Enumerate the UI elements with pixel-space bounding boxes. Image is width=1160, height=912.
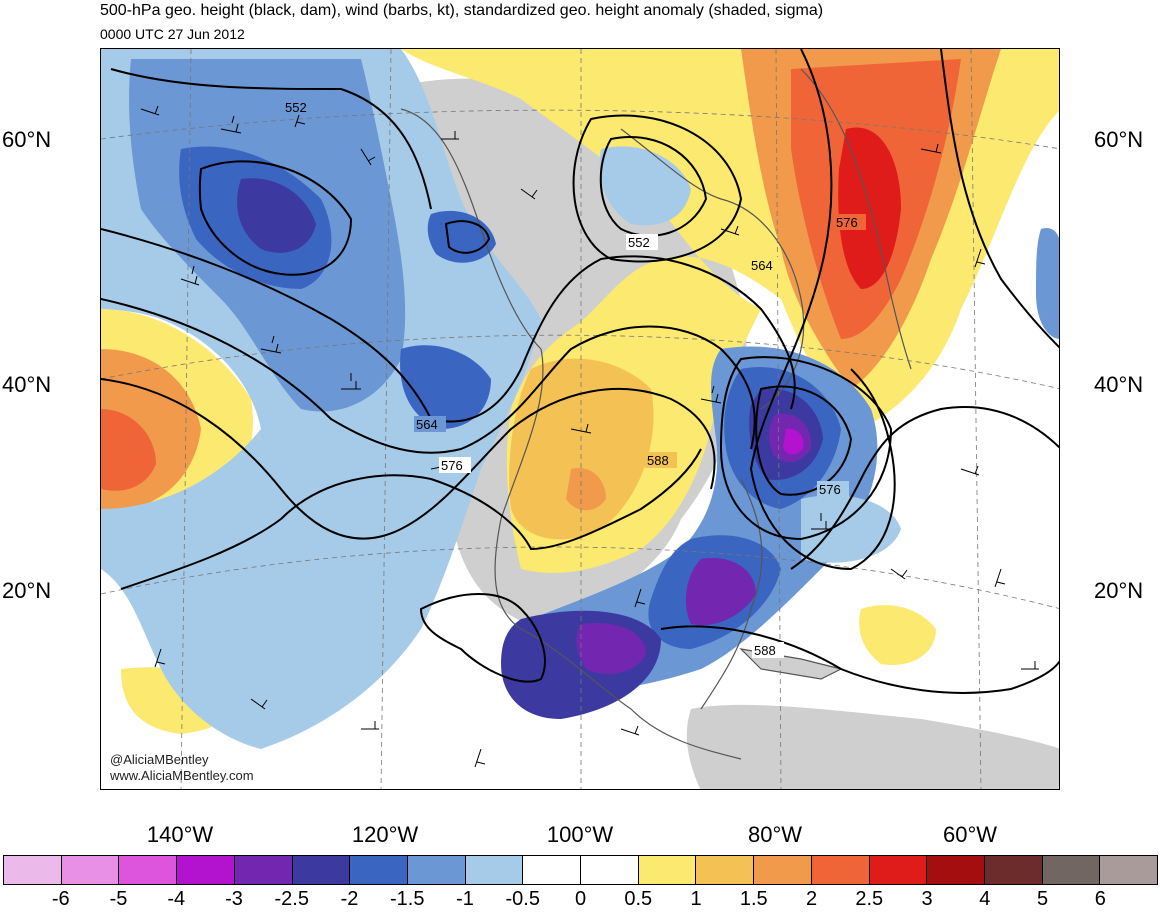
contour-label-group: 552 552 564 564 576 576 576 588 588	[283, 99, 866, 658]
colorbar-tick-label: -2.5	[274, 888, 309, 910]
contour-label: 576	[441, 458, 463, 473]
colorbar-tick-label: -2	[340, 888, 359, 910]
colorbar-tick-label: 1.5	[739, 888, 768, 910]
coastlines	[400, 68, 912, 760]
colorbar-tick-label: 6	[1094, 888, 1106, 910]
colorbar-swatch	[581, 856, 639, 884]
colorbar-swatch	[4, 856, 62, 884]
colorbar-tick-label: 5	[1036, 888, 1049, 910]
colorbar-tick-label: -1.5	[390, 888, 425, 910]
colorbar-swatch	[1100, 856, 1158, 884]
lat-label-right-40n: 40°N	[1094, 372, 1144, 397]
lon-label-120w: 120°W	[351, 822, 419, 847]
credit-handle: @AliciaMBentley	[110, 752, 209, 767]
contour-label: 576	[819, 482, 841, 497]
colorbar-tick-label: 3	[921, 888, 933, 910]
colorbar-swatch	[1042, 856, 1101, 884]
map-canvas: 552 552 564 564 576 576 576 588 588	[101, 49, 1059, 789]
colorbar-tick-label: -5	[109, 888, 128, 910]
credit-website: www.AliciaMBentley.com	[110, 768, 254, 783]
colorbar-tick-label: 1	[690, 888, 702, 910]
wind-barbs	[140, 105, 1039, 768]
contour-label: 564	[751, 258, 773, 273]
colorbar-tick-label: 2.5	[855, 888, 884, 910]
colorbar-swatch	[523, 856, 582, 884]
lat-label-right-20n: 20°N	[1094, 578, 1144, 603]
colorbar-tick-label: -6	[51, 888, 70, 910]
contour-label: 588	[647, 453, 669, 468]
lon-label-140w: 140°W	[146, 822, 214, 847]
colorbar-swatch	[696, 856, 755, 884]
colorbar-swatch	[119, 856, 178, 884]
valid-time: 0000 UTC 27 Jun 2012	[100, 26, 245, 42]
contour-label: 564	[416, 417, 438, 432]
colorbar-swatch	[177, 856, 235, 884]
lon-label-60w: 60°W	[942, 822, 998, 847]
colorbar-swatch	[292, 856, 351, 884]
contour-label: 576	[836, 215, 858, 230]
colorbar-swatch	[754, 856, 812, 884]
colorbar-tick-label: -3	[225, 888, 243, 910]
anomaly-shading	[101, 49, 1059, 749]
colorbar-swatch	[984, 856, 1043, 884]
colorbar-tick-label: -1	[456, 888, 474, 910]
contour-label: 552	[285, 100, 307, 115]
lon-label-100w: 100°W	[546, 822, 614, 847]
colorbar-swatch	[350, 856, 408, 884]
colorbar-tick-label: 0.5	[624, 888, 653, 910]
contour-label: 552	[628, 235, 650, 250]
colorbar-swatch	[638, 856, 697, 884]
lat-label-left-60n: 60°N	[2, 127, 52, 152]
colorbar-tick-label: 2	[805, 888, 818, 910]
colorbar-swatch	[465, 856, 524, 884]
height-contours	[101, 49, 1059, 694]
colorbar-tick-label: 4	[979, 888, 991, 910]
contour-label: 588	[754, 643, 776, 658]
colorbar-tick-label: -4	[167, 888, 186, 910]
lon-label-80w: 80°W	[747, 822, 803, 847]
lat-label-left-20n: 20°N	[2, 578, 52, 603]
colorbar-swatch	[811, 856, 870, 884]
colorbar-swatch	[869, 856, 928, 884]
colorbar-swatch	[927, 856, 985, 884]
colorbar-tick-label: 0	[574, 888, 587, 910]
map-title: 500-hPa geo. height (black, dam), wind (…	[100, 2, 824, 19]
graticule	[101, 49, 1059, 789]
lat-label-left-40n: 40°N	[2, 372, 52, 397]
anomaly-colorbar	[3, 855, 1158, 885]
map-panel: 552 552 564 564 576 576 576 588 588	[100, 48, 1060, 790]
colorbar-swatch	[407, 856, 466, 884]
colorbar-swatch	[234, 856, 293, 884]
lat-label-right-60n: 60°N	[1094, 127, 1144, 152]
colorbar-swatch	[61, 856, 120, 884]
colorbar-tick-label: -0.5	[505, 888, 540, 910]
